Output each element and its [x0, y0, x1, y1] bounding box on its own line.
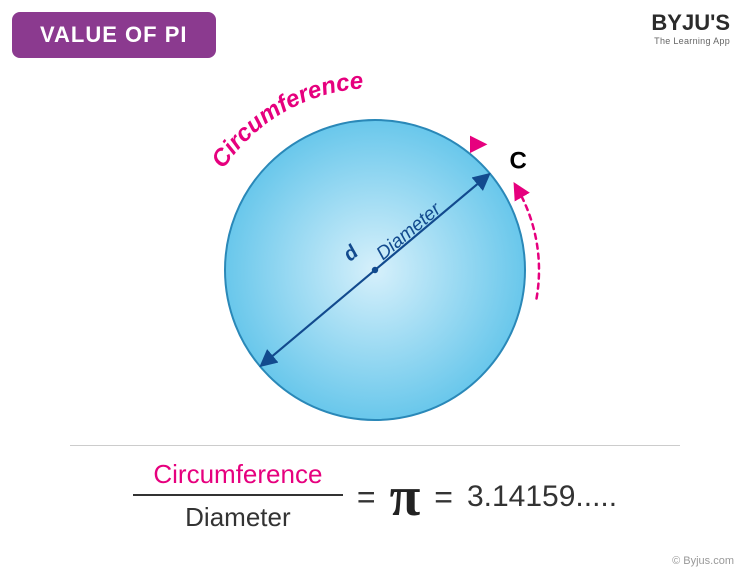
point-c-label: C [510, 148, 527, 175]
fraction: Circumference Diameter [133, 455, 343, 539]
copyright-text: © Byjus.com [672, 555, 734, 567]
equals-sign-1: = [357, 479, 376, 516]
denominator: Diameter [175, 496, 300, 539]
numerator: Circumference [143, 455, 332, 494]
logo-tagline: The Learning App [651, 36, 730, 46]
logo-brand: BYJU'S [651, 10, 730, 36]
page-title-tab: VALUE OF PI [12, 12, 216, 58]
center-dot [372, 267, 378, 273]
pi-formula: Circumference Diameter = π = 3.14159....… [0, 455, 750, 539]
pi-value: 3.14159..... [467, 480, 617, 514]
pi-symbol: π [390, 465, 421, 529]
equals-sign-2: = [434, 479, 453, 516]
section-divider [70, 445, 680, 446]
brand-logo: BYJU'S The Learning App [651, 10, 730, 46]
pi-circle-diagram: Circumference C Diameter d [175, 55, 575, 455]
page-title: VALUE OF PI [40, 22, 188, 47]
